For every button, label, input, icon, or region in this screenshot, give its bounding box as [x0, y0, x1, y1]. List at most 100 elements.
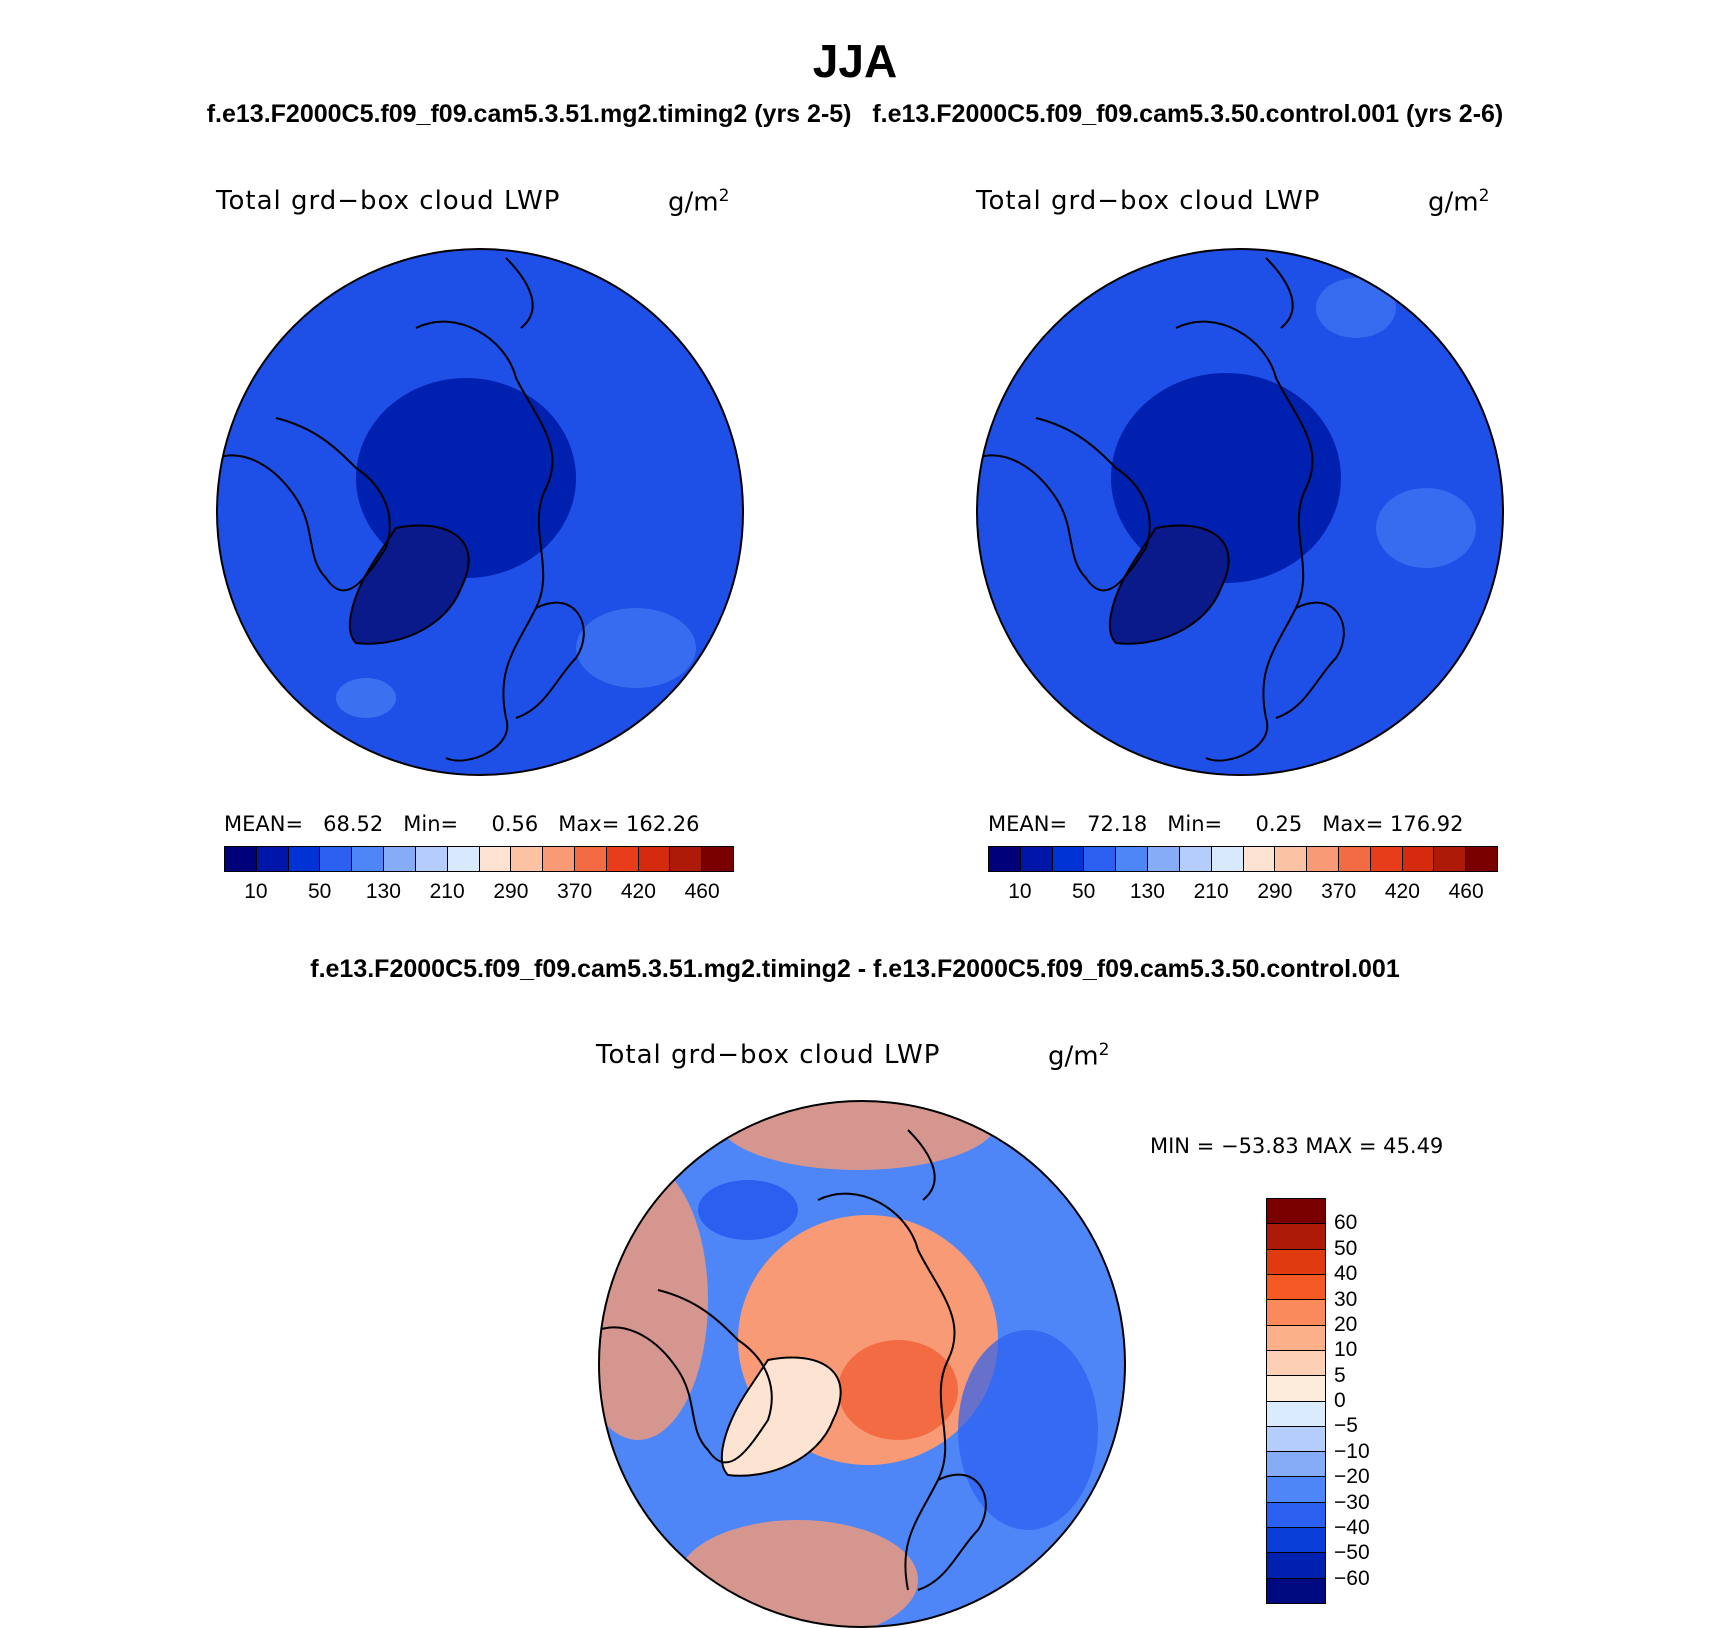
colorbar-swatch [670, 847, 703, 871]
negative-pacific [698, 1180, 798, 1240]
panel-left-units: g/m2 [668, 186, 730, 218]
diff-minmax: MIN = −53.83 MAX = 45.49 [1150, 1134, 1444, 1158]
panel-right-units: g/m2 [1428, 186, 1490, 218]
colorbar-tick-label: −40 [1334, 1515, 1370, 1539]
colorbar-tick-label: −60 [1334, 1566, 1370, 1590]
colorbar-tick-label: 290 [493, 880, 529, 903]
colorbar-swatch [352, 847, 385, 871]
coastline-kamchatka [907, 1129, 936, 1201]
colorbar-tick-label: 290 [1257, 880, 1293, 903]
colorbar-swatch [479, 847, 512, 871]
colorbar-swatch [1267, 1477, 1325, 1503]
colorbar-tick-label: −50 [1334, 1541, 1370, 1565]
colorbar-tick-label: −30 [1334, 1490, 1370, 1514]
coastline-north-america [977, 417, 1151, 592]
colorbar-swatch [1338, 847, 1371, 871]
colorbar-tick-label: 50 [1071, 880, 1096, 903]
colorbar-swatch [1267, 1426, 1325, 1453]
colorbar-swatch [1267, 1452, 1325, 1478]
coastline-eurasia [415, 320, 554, 762]
coastline-eurasia [817, 1192, 956, 1591]
colorbar-swatch [1148, 847, 1180, 871]
colorbar-swatch [1267, 1350, 1325, 1377]
colorbar-swatch [1052, 847, 1085, 871]
coastline-scandinavia [1275, 601, 1345, 719]
colorbar-swatch [415, 847, 448, 871]
coastline-scandinavia [515, 601, 585, 719]
colorbar-swatch [511, 847, 544, 871]
coastline-north-america [599, 1289, 773, 1464]
strong-positive [838, 1340, 958, 1440]
colorbar-left [224, 846, 734, 872]
colorbar-tick-label: 10 [1334, 1338, 1358, 1362]
lighter-patch [336, 678, 396, 718]
colorbar-swatch [1402, 847, 1435, 871]
lighter-patch [1316, 278, 1396, 338]
colorbar-swatch [606, 847, 639, 871]
colorbar-swatch [1267, 1401, 1325, 1427]
colorbar-tick-label: 30 [1334, 1287, 1358, 1311]
colorbar-swatch [1267, 1376, 1325, 1402]
colorbar-tick-label: 40 [1334, 1262, 1358, 1286]
subtitle-row: f.e13.F2000C5.f09_f09.cam5.3.51.mg2.timi… [0, 100, 1710, 129]
colorbar-swatch [1434, 847, 1467, 871]
panel-right-stats: MEAN= 72.18 Min= 0.25 Max= 176.92 [988, 812, 1464, 836]
colorbar-swatch [1267, 1553, 1325, 1579]
colorbar-tick-label: −5 [1334, 1414, 1358, 1438]
colorbar-tick-label: 60 [1334, 1211, 1358, 1235]
colorbar-swatch [1267, 1274, 1325, 1301]
colorbar-swatch [1370, 847, 1403, 871]
colorbar-swatch [1267, 1199, 1325, 1225]
colorbar-swatch [989, 847, 1021, 871]
greenland [720, 1356, 842, 1477]
colorbar-swatch [384, 847, 416, 871]
colorbar-swatch [1116, 847, 1149, 871]
colorbar-swatch [1267, 1249, 1325, 1275]
colorbar-swatch [1179, 847, 1212, 871]
colorbar-tick-label: 210 [429, 880, 465, 903]
colorbar-swatch [1307, 847, 1339, 871]
colorbar-swatch [1267, 1578, 1325, 1603]
colorbar-tick-label: 420 [1384, 880, 1420, 903]
colorbar-tick-label: 460 [684, 880, 720, 903]
diff-units: g/m2 [1048, 1040, 1110, 1072]
map-diff [598, 1100, 1126, 1628]
colorbar-swatch [256, 847, 289, 871]
colorbar-swatch [1466, 847, 1497, 871]
colorbar-tick-label: 370 [1321, 880, 1357, 903]
colorbar-swatch [1275, 847, 1308, 871]
colorbar-swatch [1267, 1300, 1325, 1326]
colorbar-swatch [543, 847, 575, 871]
subtitle-right: f.e13.F2000C5.f09_f09.cam5.3.50.control.… [872, 100, 1504, 128]
colorbar-tick-label: 10 [1008, 880, 1032, 903]
colorbar-swatch [1267, 1224, 1325, 1250]
colorbar-tick-label: 5 [1334, 1363, 1346, 1387]
colorbar-tick-label: 370 [557, 880, 593, 903]
colorbar-tick-label: −10 [1334, 1439, 1370, 1463]
colorbar-swatch [1267, 1325, 1325, 1351]
colorbar-swatch [1243, 847, 1276, 871]
coastline-kamchatka [1265, 257, 1294, 329]
colorbar-tick-label: 50 [1334, 1236, 1358, 1260]
negative-atlantic [958, 1330, 1098, 1530]
map-right [976, 248, 1504, 776]
positive-top [718, 1101, 998, 1170]
colorbar-swatch [1267, 1502, 1325, 1529]
panel-right-variable: Total grd−box cloud LWP [976, 186, 1321, 216]
colorbar-tick-label: 20 [1334, 1312, 1358, 1336]
colorbar-swatch [288, 847, 321, 871]
colorbar-left-ticks: 10 50 130 210 290 370 420 460 [224, 880, 732, 904]
map-left [216, 248, 744, 776]
colorbar-right [988, 846, 1498, 872]
coastline-eurasia [1175, 320, 1314, 762]
colorbar-tick-label: 130 [1129, 880, 1165, 903]
panel-left-variable: Total grd−box cloud LWP [216, 186, 561, 216]
colorbar-swatch [1084, 847, 1117, 871]
coastline-kamchatka [505, 257, 534, 329]
colorbar-swatch [447, 847, 480, 871]
coastline-north-america [217, 417, 391, 592]
colorbar-tick-label: 10 [244, 880, 268, 903]
colorbar-tick-label: 0 [1334, 1389, 1346, 1412]
diff-title: f.e13.F2000C5.f09_f09.cam5.3.51.mg2.timi… [310, 955, 1400, 983]
colorbar-right-ticks: 10 50 130 210 290 370 420 460 [988, 880, 1496, 904]
